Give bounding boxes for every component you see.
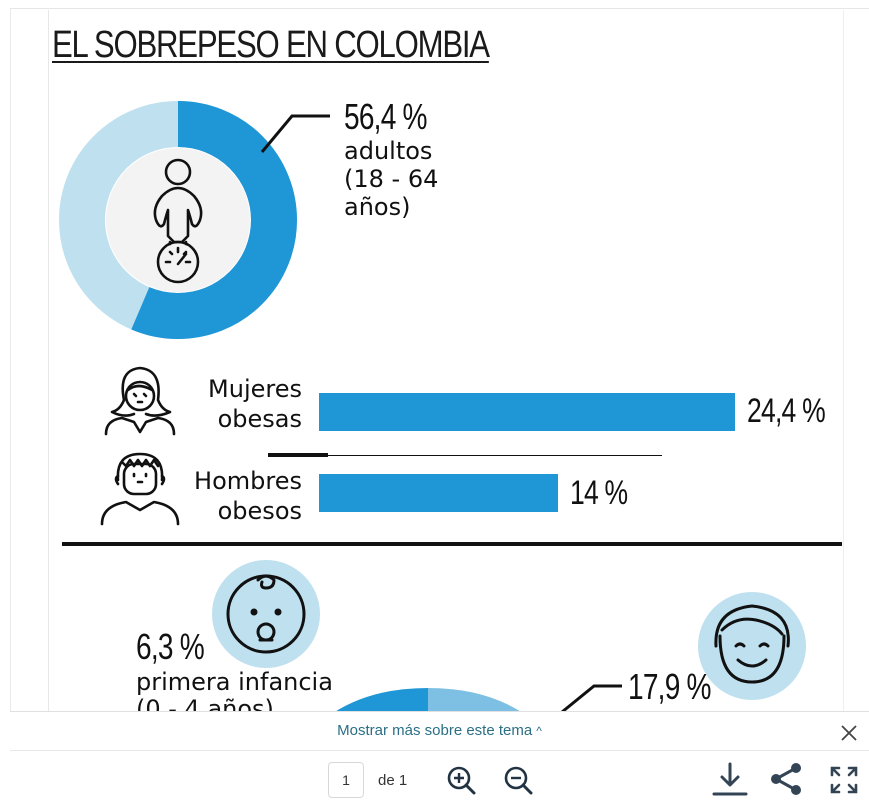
bar-divider-accent — [268, 453, 328, 457]
early-childhood-percent: 6,3 % — [136, 626, 205, 667]
bar-label-line: obesos — [217, 497, 302, 525]
bar-label: Hombres obesos — [188, 466, 302, 526]
share-icon[interactable] — [768, 760, 804, 798]
man-icon — [100, 452, 180, 526]
adults-percent: 56,4 % — [344, 96, 428, 137]
adults-label: adultos (18 - 64 años) — [344, 137, 438, 221]
page-title: EL SOBREPESO EN COLOMBIA — [52, 24, 490, 66]
bar-label-line: Hombres — [194, 467, 302, 495]
bar-divider — [328, 455, 662, 456]
bar-label-line: Mujeres — [208, 375, 302, 403]
teen-icon — [698, 592, 806, 700]
person-on-scale-icon — [153, 158, 203, 284]
adults-label-line: (18 - 64 — [344, 165, 439, 193]
donut-center — [106, 148, 250, 292]
adults-label-line: años) — [344, 193, 411, 221]
frame-divider — [843, 10, 844, 730]
leader-line — [260, 114, 330, 153]
bar-value-label: 14 % — [569, 474, 628, 512]
woman-icon — [104, 366, 176, 436]
viewer-toolbar: Mostrar más sobre este tema ^ 1 de 1 — [10, 711, 869, 802]
frame-divider — [48, 10, 49, 730]
close-icon[interactable] — [839, 723, 859, 743]
section-divider — [62, 542, 842, 546]
adults-donut-chart — [59, 101, 297, 339]
adults-label-line: adultos — [344, 137, 433, 165]
zoom-in-icon[interactable] — [445, 764, 477, 796]
early-childhood-label: primera infancia — [136, 668, 333, 696]
bar-label-line: obesas — [217, 405, 302, 433]
teen-leader-line — [561, 684, 622, 712]
fullscreen-icon[interactable] — [828, 764, 860, 796]
teen-percent: 17,9 % — [628, 666, 712, 707]
page-count-label: de 1 — [378, 772, 408, 789]
toolbar-separator — [10, 750, 869, 751]
page-number-input[interactable]: 1 — [328, 762, 364, 798]
bar-men-obese — [319, 474, 558, 512]
donut-value-arc — [59, 101, 297, 339]
children-donut-partial — [326, 688, 530, 718]
show-more-link[interactable]: Mostrar más sobre este tema ^ — [10, 722, 869, 739]
bar-value-label: 24,4 % — [747, 392, 826, 430]
download-icon[interactable] — [710, 760, 750, 798]
bar-label: Mujeres obesas — [190, 374, 302, 434]
zoom-out-icon[interactable] — [502, 764, 534, 796]
baby-icon — [212, 560, 320, 668]
chevron-up-icon: ^ — [536, 724, 542, 738]
bar-women-obese — [319, 393, 735, 431]
show-more-label: Mostrar más sobre este tema — [337, 722, 533, 739]
